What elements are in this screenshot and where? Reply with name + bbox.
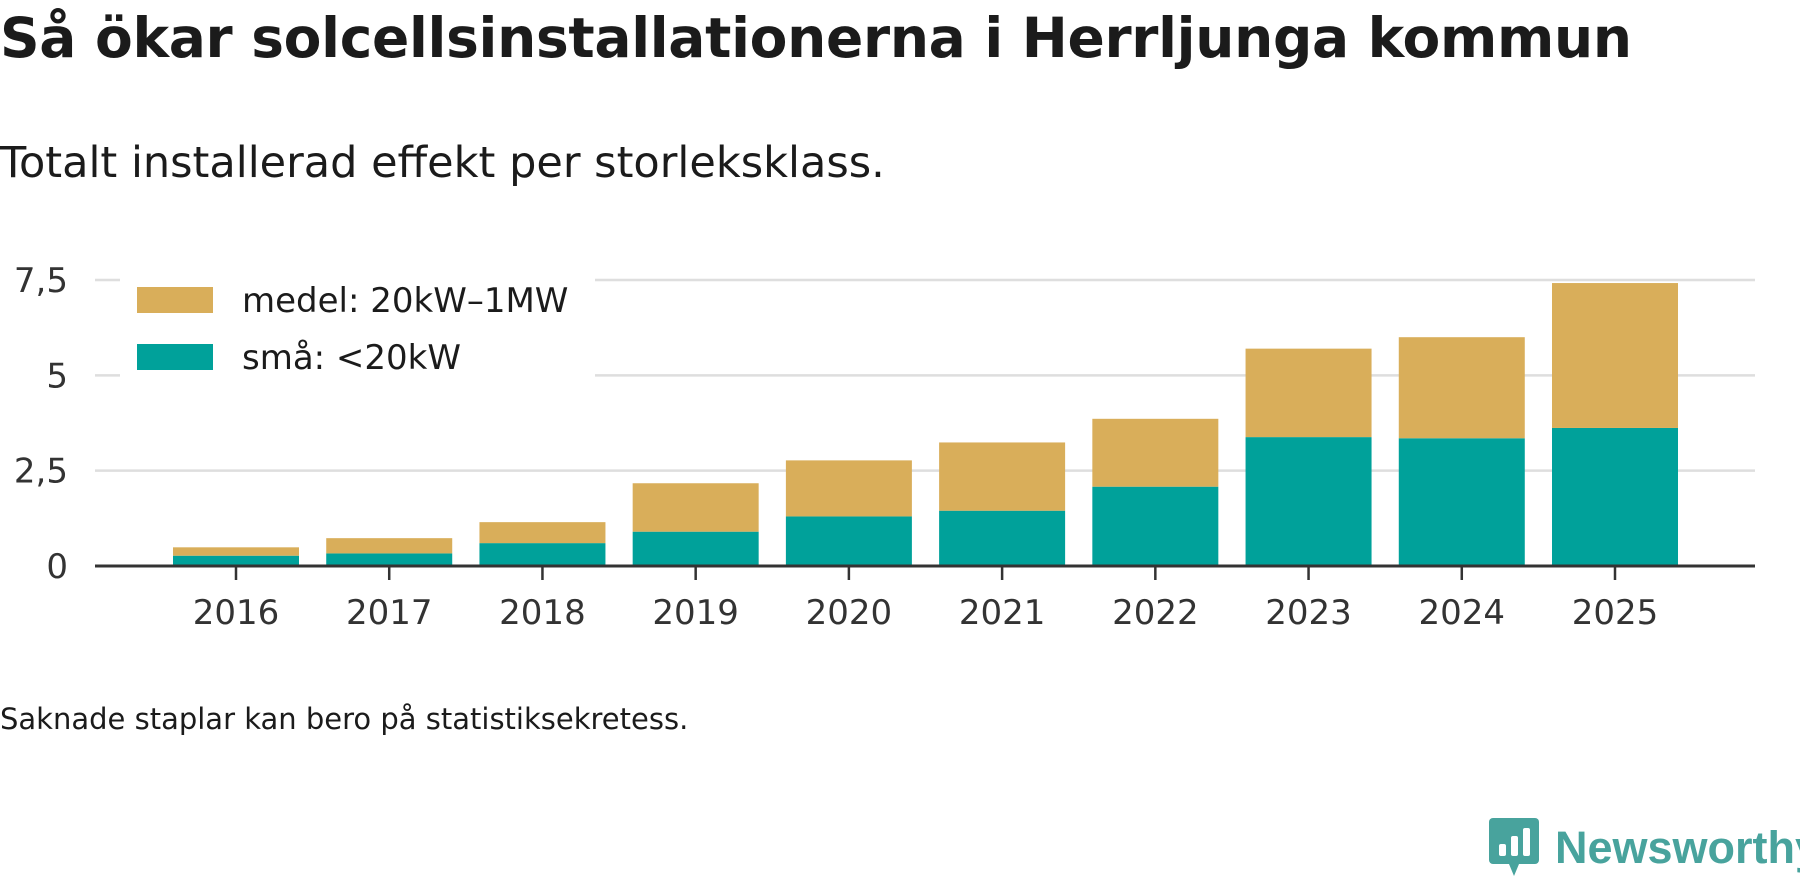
bar-segment — [326, 538, 453, 554]
y-tick-label: 0 — [46, 547, 68, 587]
x-tick-label: 2016 — [193, 593, 280, 633]
bar-segment — [1552, 427, 1678, 566]
x-tick-label: 2020 — [806, 593, 893, 633]
bar-segment — [785, 460, 912, 517]
y-tick-label: 7,5 — [14, 261, 68, 301]
bar-segment — [479, 522, 606, 544]
bar-segment — [1092, 486, 1219, 566]
x-tick-label: 2025 — [1572, 593, 1659, 633]
bar-segment — [1552, 283, 1678, 428]
y-tick-label: 5 — [46, 356, 68, 396]
brand-logo: Newsworthy — [1489, 818, 1800, 878]
x-tick-label: 2019 — [652, 593, 739, 633]
legend-swatch — [137, 344, 213, 370]
bar-segment — [1092, 418, 1219, 487]
bar-segment — [1245, 437, 1372, 566]
bars — [173, 283, 1678, 566]
x-tick-label: 2024 — [1419, 593, 1506, 633]
legend-label: medel: 20kW–1MW — [242, 281, 568, 321]
legend: medel: 20kW–1MW små: <20kW — [120, 274, 595, 382]
bar-segment — [173, 547, 299, 556]
footnote: Saknade staplar kan bero på statistiksek… — [0, 702, 689, 736]
x-tick-label: 2021 — [959, 593, 1046, 633]
x-tick-label: 2018 — [499, 593, 586, 633]
y-tick-label: 2,5 — [14, 452, 68, 492]
bar-segment — [326, 553, 453, 566]
bar-segment — [173, 555, 299, 566]
newsworthy-icon — [1489, 818, 1539, 876]
chart-subtitle: Totalt installerad effekt per storlekskl… — [0, 138, 885, 188]
bar-segment — [632, 483, 759, 532]
brand-name: Newsworthy — [1555, 822, 1800, 873]
legend-swatch — [137, 287, 213, 313]
bar-segment — [479, 543, 606, 566]
legend-label: små: <20kW — [242, 338, 461, 378]
chart-title: Så ökar solcellsinstallationerna i Herrl… — [0, 6, 1632, 70]
x-tick-label: 2023 — [1265, 593, 1352, 633]
axes: 0 2,5 5 7,5 2016 2017 2018 2019 2020 2021 2022 2023… — [14, 261, 1755, 633]
bar-segment — [939, 442, 1066, 511]
bar-segment — [1398, 438, 1525, 566]
x-tick-label: 2022 — [1112, 593, 1199, 633]
bar-segment — [1245, 348, 1372, 438]
x-tick-label: 2017 — [346, 593, 433, 633]
bar-segment — [939, 510, 1066, 566]
bar-segment — [632, 531, 759, 566]
bar-segment — [1398, 337, 1525, 439]
bar-segment — [785, 516, 912, 566]
